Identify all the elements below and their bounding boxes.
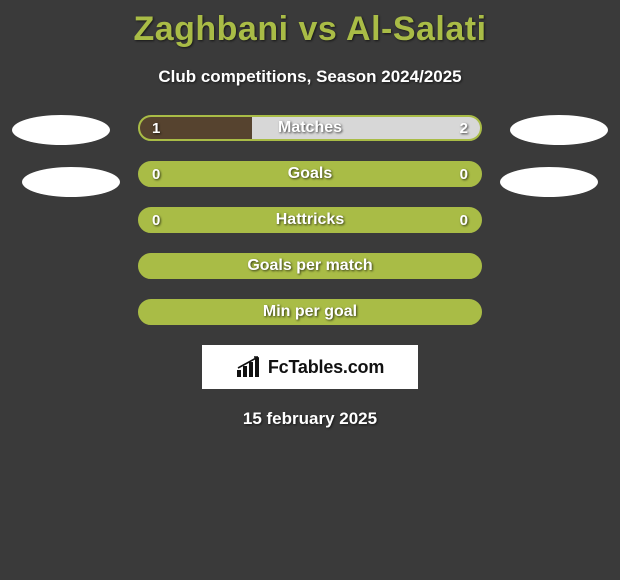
player-left-avatar-1 <box>12 115 110 145</box>
page-title: Zaghbani vs Al-Salati <box>0 0 620 49</box>
stat-row: 12Matches <box>138 115 482 141</box>
date-label: 15 february 2025 <box>0 409 620 429</box>
stat-row: 00Hattricks <box>138 207 482 233</box>
stat-label: Min per goal <box>140 301 480 323</box>
player-right-avatar-1 <box>510 115 608 145</box>
stat-label: Matches <box>140 117 480 139</box>
player-left-avatar-2 <box>22 167 120 197</box>
player-right-avatar-2 <box>500 167 598 197</box>
stat-row: Min per goal <box>138 299 482 325</box>
stat-row: Goals per match <box>138 253 482 279</box>
stat-label: Goals <box>140 163 480 185</box>
watermark-text: FcTables.com <box>268 357 384 378</box>
stat-label: Goals per match <box>140 255 480 277</box>
stat-bars: 12Matches 00Goals 00Hattricks Goals per mat… <box>138 115 482 325</box>
bar-chart-arrow-icon <box>236 356 262 378</box>
stat-label: Hattricks <box>140 209 480 231</box>
watermark: FcTables.com <box>202 345 418 389</box>
comparison-panel: 12Matches 00Goals 00Hattricks Goals per mat… <box>0 115 620 429</box>
page-subtitle: Club competitions, Season 2024/2025 <box>0 67 620 87</box>
stat-row: 00Goals <box>138 161 482 187</box>
